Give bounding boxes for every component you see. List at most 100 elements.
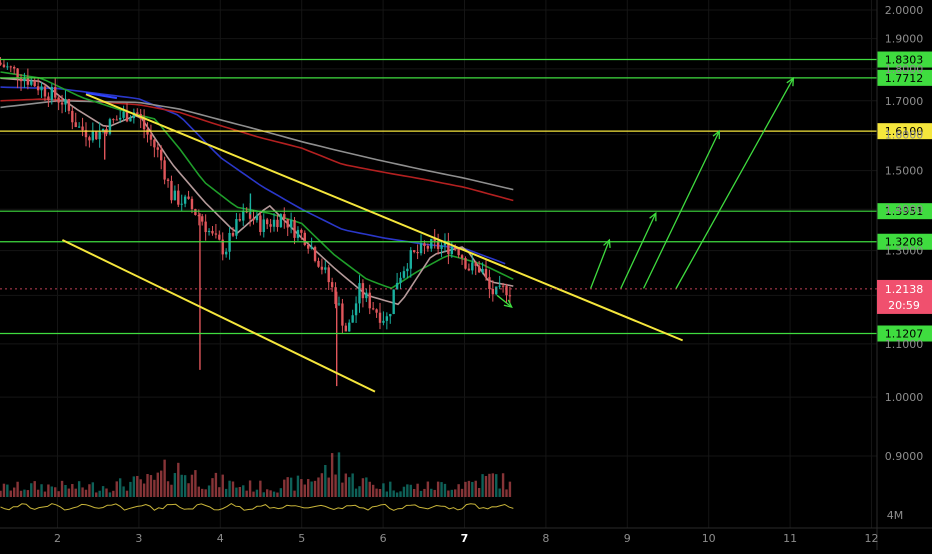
arrow-shaft: [496, 294, 513, 308]
level-label: 1.3951: [885, 205, 924, 218]
candle-body: [60, 102, 64, 105]
volume-bar: [201, 488, 204, 497]
moving-average-line: [0, 77, 514, 306]
candle-body: [337, 303, 341, 305]
moving-average-line: [0, 71, 514, 290]
candle-body: [26, 78, 30, 85]
candle-body: [320, 266, 324, 270]
y-tick-label: 1.9000: [885, 33, 924, 46]
current-price-label: 1.2138: [885, 283, 924, 296]
candle-body: [115, 119, 118, 121]
candle-body: [283, 214, 286, 220]
volume-bars: [0, 452, 514, 511]
candle-body: [88, 137, 91, 141]
y-tick-label: 1.7000: [885, 95, 924, 108]
volume-bar: [50, 486, 53, 497]
candle-body: [190, 198, 194, 210]
candle-body: [276, 219, 279, 228]
candle-body: [354, 303, 358, 316]
candle-body: [296, 229, 300, 238]
volume-bar: [501, 473, 505, 497]
candle-body: [136, 112, 139, 114]
volume-bar: [16, 481, 19, 497]
candle-body: [430, 238, 433, 249]
candle-body: [395, 282, 399, 290]
volume-bar: [399, 491, 402, 497]
volume-bar: [105, 488, 108, 497]
volume-bar: [310, 481, 313, 497]
candle-body: [378, 312, 382, 323]
volume-bar: [118, 478, 122, 497]
volume-bar: [371, 484, 375, 497]
candle-body: [47, 96, 50, 101]
volume-bar: [392, 490, 395, 497]
candle-body: [385, 316, 389, 321]
candle-body: [160, 149, 163, 161]
arrow-head: [503, 299, 513, 309]
candle-body: [286, 219, 289, 228]
moving-average-line: [0, 99, 514, 191]
arrow-shaft: [620, 212, 657, 289]
candle-body: [224, 251, 228, 255]
volume-bar: [457, 484, 460, 497]
volume-bar: [224, 488, 228, 497]
candle-body: [460, 255, 464, 259]
candle-body: [310, 247, 313, 249]
volume-bar: [218, 487, 221, 497]
candle-body: [269, 224, 272, 227]
y-tick-label: 1.1000: [885, 338, 924, 351]
volume-bar: [54, 487, 57, 497]
candle-body: [505, 285, 508, 296]
volume-bar: [412, 489, 416, 497]
level-tag: [877, 233, 932, 250]
countdown-label: 20:59: [888, 299, 920, 312]
volume-bar: [2, 483, 6, 497]
candle-body: [389, 313, 392, 317]
candle-body: [166, 179, 170, 181]
volume-bar: [262, 492, 265, 497]
candle-body: [204, 221, 207, 233]
volume-bar: [60, 480, 64, 497]
volume-bar: [84, 489, 88, 497]
candle-body: [426, 246, 430, 249]
volume-bar: [211, 478, 214, 497]
candle-body: [265, 219, 269, 225]
volume-bar: [221, 474, 224, 497]
candle-body: [495, 286, 498, 295]
candle-body: [358, 283, 361, 304]
volume-bar: [467, 480, 471, 497]
candle-body: [177, 190, 180, 205]
candle-body: [40, 86, 43, 91]
arrow-head: [712, 129, 720, 140]
volume-bar: [248, 480, 252, 497]
price-levels: 1.8303 1.7712 1.6100 1.3951 1.3208 1.1207: [0, 51, 932, 342]
candle-body: [371, 308, 375, 310]
candle-body: [112, 119, 115, 121]
candle-body: [464, 258, 467, 269]
volume-bar: [354, 488, 358, 497]
candle-body: [409, 250, 412, 269]
candle-body: [98, 130, 101, 140]
candle-body: [412, 250, 416, 253]
volume-bar: [488, 473, 491, 497]
volume-bar: [245, 490, 248, 497]
volume-bar: [464, 481, 467, 497]
candle-body: [211, 230, 214, 234]
candles: [0, 57, 512, 387]
y-tick-label: 1.4000: [885, 203, 924, 216]
volume-bar: [238, 486, 242, 497]
candle-body: [57, 97, 60, 103]
volume-bar: [23, 489, 26, 497]
y-tick-label: 1.3000: [885, 245, 924, 258]
arrow-shaft: [675, 77, 794, 289]
candle-body: [108, 119, 112, 134]
volume-bar: [495, 474, 498, 497]
candle-body: [43, 86, 47, 97]
volume-bar: [173, 473, 177, 497]
candle-body: [0, 62, 2, 65]
volume-bar: [426, 481, 430, 497]
candle-body: [129, 118, 132, 122]
volume-bar: [47, 484, 50, 497]
volume-bar: [283, 479, 286, 497]
candle-body: [368, 292, 371, 309]
